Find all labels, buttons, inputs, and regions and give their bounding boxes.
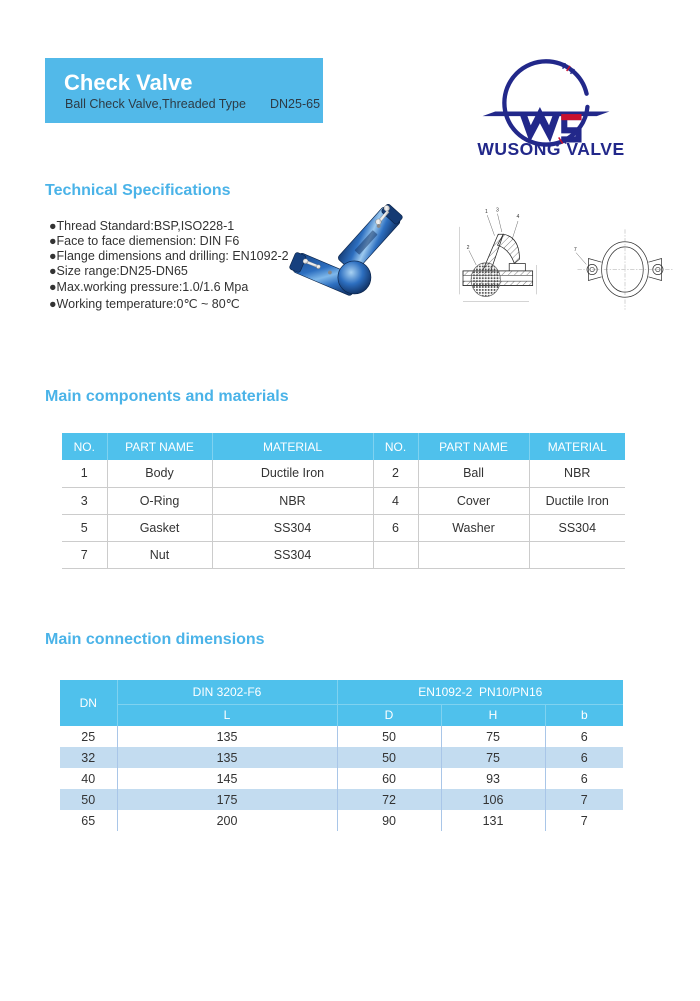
svg-text:1: 1 xyxy=(485,209,488,215)
svg-text:4: 4 xyxy=(517,214,520,220)
svg-text:2: 2 xyxy=(467,245,470,251)
svg-text:7: 7 xyxy=(574,247,577,253)
svg-text:3: 3 xyxy=(496,207,499,213)
